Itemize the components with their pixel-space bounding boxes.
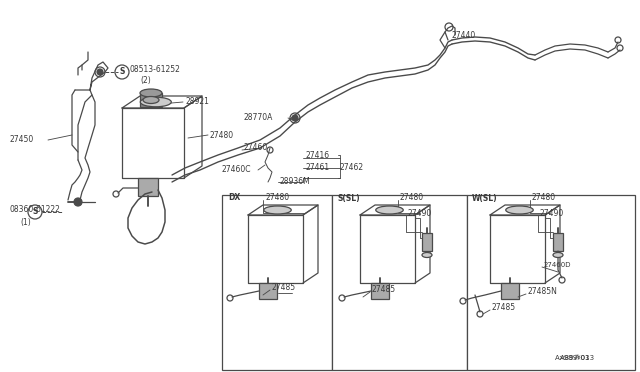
Bar [138,178,158,196]
Bar [332,195,467,370]
Ellipse shape [506,206,533,214]
Bar [501,283,519,299]
Bar [553,233,563,251]
Text: 27460: 27460 [244,144,268,153]
Text: 28921: 28921 [185,97,209,106]
Text: 27485N: 27485N [528,288,558,296]
Text: 27490: 27490 [408,208,432,218]
Text: 28770A: 28770A [243,113,273,122]
Text: (2): (2) [140,76,151,84]
Text: 27440: 27440 [452,31,476,39]
Circle shape [292,115,298,121]
Circle shape [74,198,82,206]
Text: 27485: 27485 [492,304,516,312]
Ellipse shape [140,89,162,97]
Text: 27460D: 27460D [544,262,572,268]
Ellipse shape [376,206,403,214]
Text: 08513-61252: 08513-61252 [130,64,181,74]
Text: 27480: 27480 [265,193,289,202]
Text: (1): (1) [20,218,31,227]
Text: 27480: 27480 [210,131,234,140]
Bar [467,195,635,370]
Text: A989*013: A989*013 [560,355,595,361]
Text: 27480: 27480 [400,193,424,202]
Text: 27416: 27416 [305,151,329,160]
Text: A×89⁂03: A×89⁂03 [555,355,591,361]
Ellipse shape [553,253,563,257]
Text: 27485: 27485 [372,285,396,295]
Text: 08360-61222: 08360-61222 [10,205,61,215]
Text: 28936M: 28936M [280,177,311,186]
Text: 27490: 27490 [540,208,564,218]
Text: 27485: 27485 [272,283,296,292]
Text: 27460C: 27460C [222,166,252,174]
Bar [259,283,277,299]
Text: 27450: 27450 [10,135,35,144]
Text: W(SL): W(SL) [472,193,498,202]
Bar [371,283,389,299]
Ellipse shape [140,97,172,107]
Text: S: S [32,208,38,217]
Ellipse shape [422,253,432,257]
Text: 27462: 27462 [340,164,364,173]
Text: S: S [119,67,125,77]
Circle shape [97,69,103,75]
Bar [222,195,332,370]
Bar [422,233,432,251]
Text: 27461: 27461 [305,164,329,173]
Ellipse shape [143,96,159,103]
Text: DX: DX [228,193,240,202]
Ellipse shape [264,206,291,214]
Text: 27480: 27480 [532,193,556,202]
Text: S(SL): S(SL) [338,193,360,202]
Bar [140,93,162,107]
